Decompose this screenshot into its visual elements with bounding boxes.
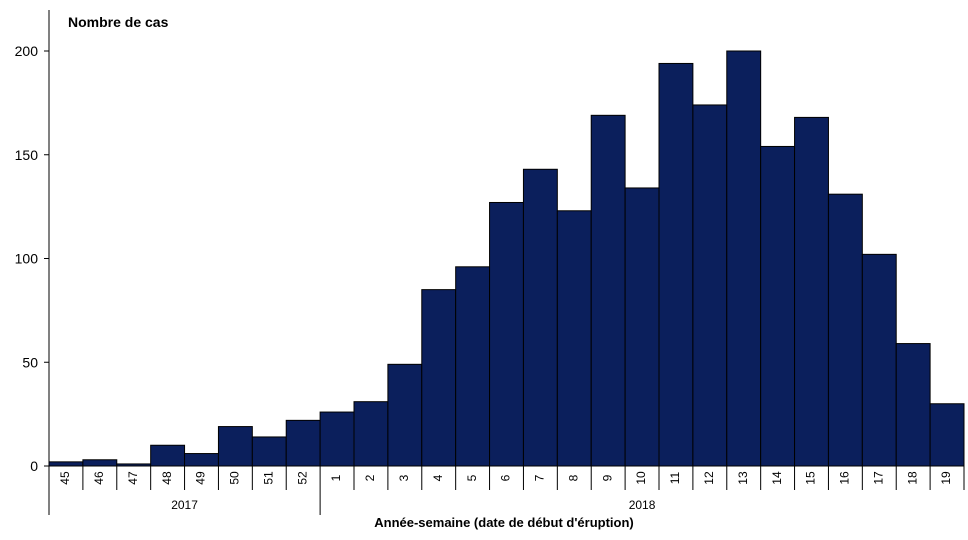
y-axis-label: Nombre de cas [68, 14, 169, 30]
bar-15 [794, 116, 829, 467]
x-tick-label-48: 48 [160, 471, 174, 485]
bar-4 [421, 289, 457, 467]
x-tick-label-12: 12 [702, 471, 716, 485]
x-tick-label-3: 3 [397, 474, 411, 481]
x-tick-label-11: 11 [668, 471, 682, 484]
x-tick-label-46: 46 [92, 471, 106, 485]
bar-17 [861, 253, 897, 467]
x-axis-label: Année-semaine (date de début d'éruption) [374, 515, 634, 530]
bar-45 [48, 461, 84, 467]
bar-9 [590, 114, 626, 467]
bar-7 [522, 168, 558, 467]
bar-46 [82, 459, 118, 467]
x-tick-label-45: 45 [58, 471, 72, 485]
bar-48 [150, 444, 186, 467]
x-tick-label-9: 9 [600, 474, 614, 481]
bar-18 [895, 343, 931, 467]
x-tick-label-8: 8 [566, 474, 580, 481]
bar-3 [387, 363, 423, 467]
bar-12 [692, 104, 728, 467]
bar-10 [624, 187, 660, 467]
bar-14 [760, 145, 796, 467]
bar-8 [556, 210, 592, 467]
bar-51 [251, 436, 287, 467]
x-tick-label-47: 47 [126, 471, 140, 485]
bar-16 [827, 193, 863, 467]
x-tick-label-17: 17 [871, 471, 885, 485]
bar-50 [217, 426, 253, 467]
bar-5 [455, 266, 491, 467]
x-tick-label-16: 16 [838, 471, 852, 485]
x-tick-label-15: 15 [804, 471, 818, 485]
y-tick-label-0: 0 [30, 458, 38, 474]
y-tick-label-50: 50 [22, 354, 38, 370]
x-tick-label-5: 5 [465, 474, 479, 481]
x-tick-label-18: 18 [905, 471, 919, 485]
bars-group [48, 50, 965, 467]
x-tick-label-50: 50 [228, 471, 242, 485]
bar-19 [929, 403, 965, 467]
x-tick-label-10: 10 [634, 471, 648, 485]
x-tick-label-7: 7 [533, 474, 547, 481]
bar-2 [353, 401, 389, 467]
bar-1 [319, 411, 355, 467]
x-tick-label-13: 13 [736, 471, 750, 485]
bar-49 [184, 453, 219, 467]
x-tick-label-1: 1 [329, 474, 343, 481]
bar-52 [285, 419, 321, 467]
y-tick-label-100: 100 [15, 251, 39, 267]
x-tick-label-51: 51 [261, 471, 275, 485]
x-tick-label-49: 49 [194, 471, 208, 485]
bar-11 [658, 62, 694, 467]
group-label-2017: 2017 [171, 498, 198, 512]
x-tick-label-52: 52 [295, 471, 309, 485]
x-tick-label-4: 4 [431, 474, 445, 481]
x-tick-label-14: 14 [770, 471, 784, 485]
group-label-2018: 2018 [629, 498, 656, 512]
x-tick-label-2: 2 [363, 474, 377, 481]
x-tick-label-6: 6 [499, 474, 513, 481]
bar-13 [726, 50, 762, 467]
y-tick-label-200: 200 [15, 43, 39, 59]
x-tick-label-19: 19 [939, 471, 953, 485]
bar-6 [489, 201, 524, 467]
y-tick-label-150: 150 [15, 147, 39, 163]
